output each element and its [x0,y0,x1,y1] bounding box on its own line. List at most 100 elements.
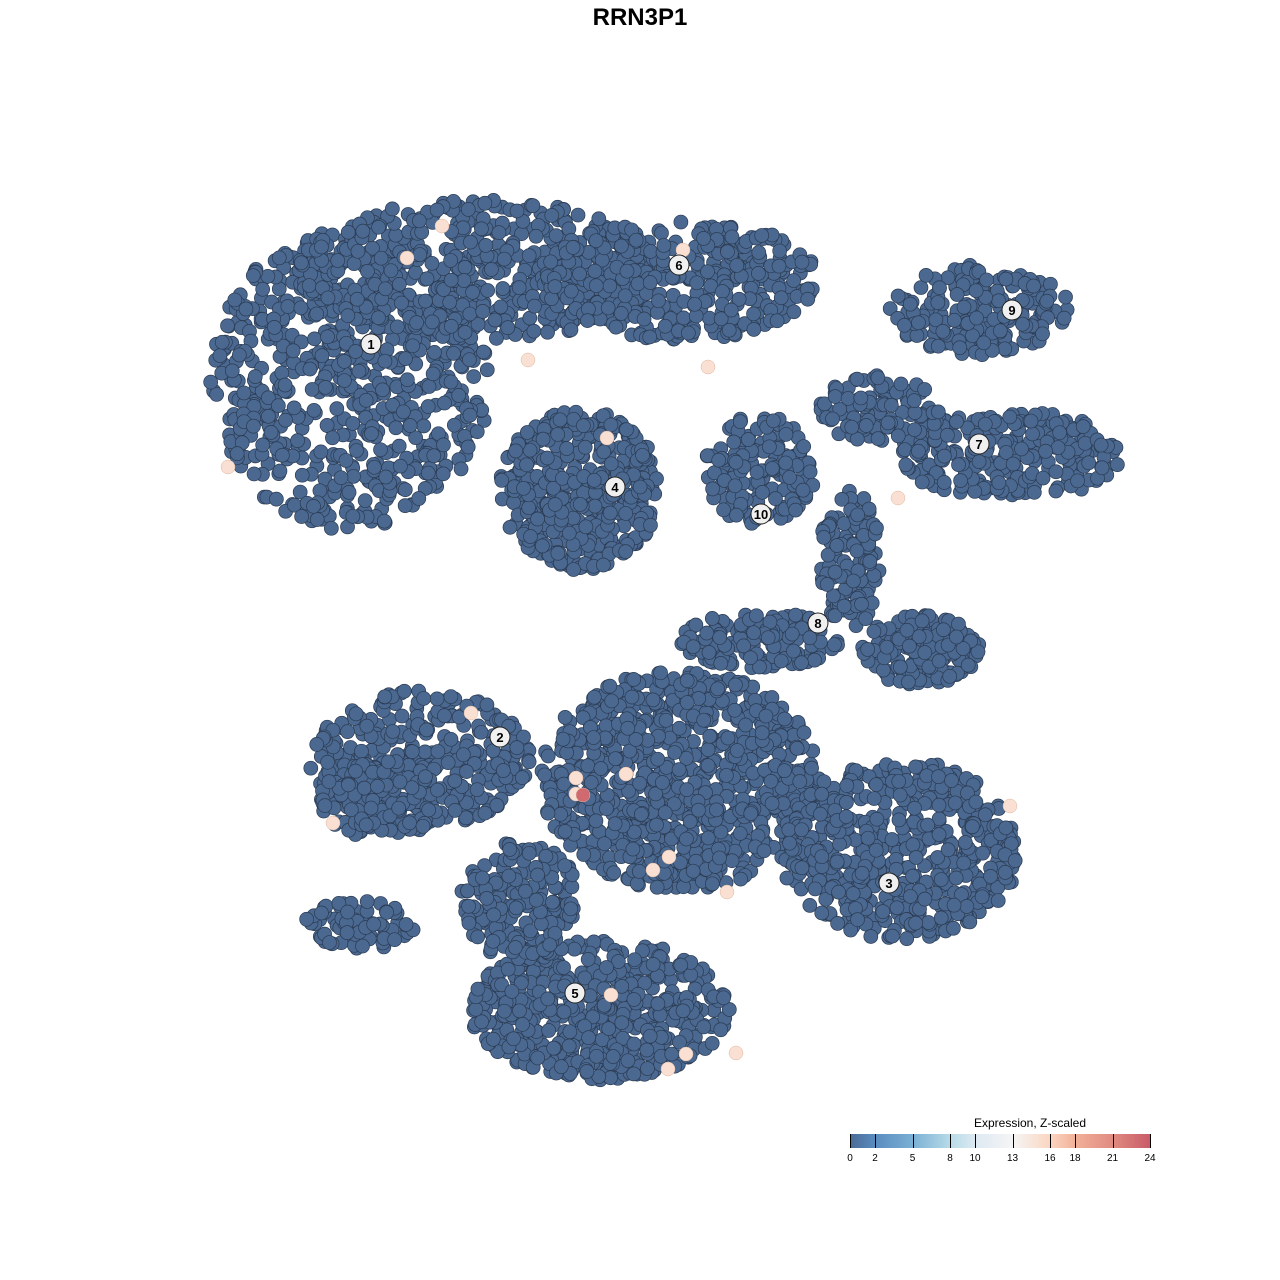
cell-point [947,795,963,811]
cell-point [782,470,797,485]
cell-point [672,720,687,736]
cell-point [645,692,661,708]
cell-point [348,706,364,722]
cell-point [850,507,865,523]
cell-point [917,382,933,397]
cell-point [732,826,748,841]
cell-point [563,322,579,338]
cell-point [489,331,504,346]
cell-point [802,898,818,913]
cell-point [906,393,922,408]
cell-point [899,931,915,946]
cell-point [1070,473,1085,489]
cell-point [220,318,235,334]
cell-point [624,689,640,705]
cell-point [875,662,891,678]
cell-point [280,299,296,314]
cell-point [651,293,666,309]
cell-point [956,855,972,871]
cell-point [746,625,762,641]
cell-point [557,709,573,725]
cell-point [521,754,537,770]
cell-point [477,195,493,211]
cell-point [516,480,531,496]
cell-point [746,322,762,337]
cell-point [685,863,701,879]
cell-point [373,442,388,458]
cell-point [477,805,493,821]
cell-point [749,464,765,480]
cell-point [465,284,480,300]
cell-point [602,505,618,521]
cell-point [1025,426,1040,442]
cell-point [1075,419,1091,434]
cell-point [435,466,451,482]
cell-point [880,415,896,431]
cell-point [587,498,603,514]
cell-point [514,770,530,785]
cell-point [781,822,797,838]
cell-point [990,893,1006,908]
cell-point [679,831,694,847]
cell-point [930,338,946,354]
cell-point [263,425,279,440]
cell-point [866,624,882,639]
cell-point [891,774,907,789]
cell-point [540,748,556,764]
cell-point [850,912,865,927]
cell-point [870,431,886,447]
cell-point [396,404,411,420]
cell-point [443,374,459,390]
cell-point [914,613,930,629]
cell-point [765,413,781,429]
cell-point [540,805,556,821]
cell-point [1056,310,1072,326]
cell-point [908,759,923,775]
cell-point [418,293,433,309]
cell-point [854,596,869,612]
cell-point [846,573,861,589]
cell-point [340,308,356,323]
cell-point [863,929,879,944]
cell-point [940,842,956,858]
cell-point [411,491,427,506]
cell-point [889,900,905,916]
cell-point [789,741,805,756]
cell-point [905,868,920,884]
cell-point [495,763,511,778]
cell-point [685,639,701,655]
cell-point [763,773,779,789]
cell-point [285,343,301,359]
cell-point [700,264,715,280]
cell-point [553,806,568,822]
cell-point [576,418,591,434]
cell-point [436,437,451,453]
cell-point [944,773,959,788]
cell-point [487,312,503,328]
cell-point [359,718,375,734]
cell-point [389,319,405,335]
cell-point [420,465,436,481]
cell-point [596,557,611,573]
cell-point [333,470,349,486]
cell-point [795,482,811,498]
cell-point [457,325,473,340]
cell-point [907,422,922,438]
cell-point [1026,278,1041,294]
cell-point [480,283,496,298]
cell-point [949,629,964,645]
cell-point [443,731,459,747]
cell-point [577,439,593,455]
cell-point [968,283,984,299]
cell-point [521,500,537,516]
cell-point [364,426,379,441]
cell-point [968,794,984,810]
cell-point [635,447,650,463]
cell-point [555,731,571,747]
cell-point [437,395,452,411]
cell-point [409,315,424,330]
cell-point [419,271,435,287]
cell-point [355,223,371,239]
cell-point [385,201,400,217]
cell-point [302,361,318,377]
